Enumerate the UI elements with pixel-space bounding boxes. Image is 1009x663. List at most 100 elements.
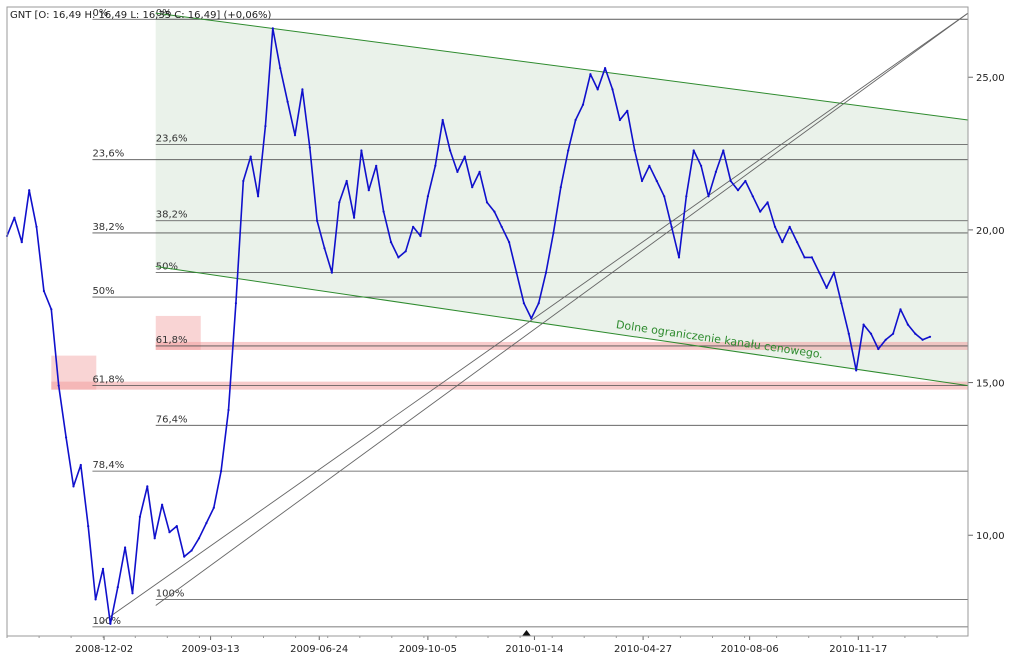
price-point-64	[471, 186, 474, 189]
price-point-7	[50, 308, 53, 311]
trend-line-2	[155, 12, 969, 606]
price-point-95	[700, 164, 703, 167]
price-point-102	[751, 195, 754, 198]
fib-label-1-2: 23,6%	[92, 149, 124, 160]
x-tick-label-7: 2010-08-06	[721, 644, 779, 655]
price-point-13	[94, 598, 97, 601]
price-point-60	[441, 118, 444, 122]
price-point-91	[670, 225, 673, 228]
price-point-23	[168, 531, 171, 534]
fib-label-2-5: 61,8%	[156, 335, 188, 346]
fib-label-2-2: 23,6%	[156, 133, 188, 144]
price-point-122	[899, 308, 902, 311]
price-point-27	[197, 537, 201, 540]
price-point-26	[190, 549, 193, 552]
fib-label-2-6: 76,4%	[156, 414, 188, 425]
price-layer	[5, 27, 932, 625]
price-point-120	[884, 338, 887, 341]
price-point-56	[412, 225, 415, 228]
price-point-50	[367, 189, 370, 192]
price-point-17	[124, 546, 127, 549]
price-point-71	[522, 302, 526, 305]
price-point-34	[249, 155, 252, 158]
scroll-marker-icon	[522, 630, 531, 636]
price-point-8	[57, 384, 60, 387]
price-point-6	[42, 289, 46, 293]
fib-label-1-6: 78,4%	[92, 460, 124, 471]
price-point-116	[855, 369, 858, 372]
fib-label-1-3: 38,2%	[92, 222, 124, 233]
price-point-31	[227, 408, 230, 412]
price-line	[6, 27, 931, 625]
highlight-label-box-2	[155, 315, 201, 350]
price-point-51	[375, 164, 378, 167]
x-tick-label-3: 2009-06-24	[290, 644, 348, 655]
price-point-12	[87, 525, 90, 528]
price-point-5	[35, 225, 38, 228]
price-point-54	[397, 256, 400, 259]
price-point-72	[530, 317, 533, 320]
channel-upper-line	[155, 12, 969, 121]
price-point-19	[138, 515, 141, 519]
price-point-115	[847, 332, 850, 335]
price-point-69	[508, 241, 511, 244]
price-point-65	[478, 170, 481, 173]
x-tick-label-2: 2009-03-13	[182, 644, 240, 655]
price-point-93	[685, 195, 688, 198]
price-point-87	[640, 179, 644, 183]
price-point-15	[109, 622, 112, 625]
price-point-83	[611, 88, 614, 91]
price-point-46	[338, 201, 341, 204]
price-point-112	[825, 286, 828, 289]
price-point-70	[515, 271, 518, 274]
price-point-39	[286, 100, 289, 103]
price-point-29	[212, 506, 215, 509]
trend-line-1	[99, 12, 969, 625]
price-point-79	[581, 103, 585, 106]
channel-lower-line	[155, 266, 969, 387]
price-point-43	[316, 219, 319, 222]
price-point-47	[345, 179, 348, 183]
price-point-88	[648, 164, 651, 167]
price-point-84	[618, 118, 622, 122]
price-point-61	[449, 149, 452, 152]
price-point-11	[79, 463, 82, 467]
x-tick-label-4: 2009-10-05	[399, 644, 457, 655]
price-point-9	[65, 436, 68, 439]
price-point-22	[161, 503, 164, 506]
price-point-119	[877, 347, 880, 351]
fib-label-1-1: 0%	[92, 8, 108, 19]
price-point-94	[692, 149, 695, 152]
price-point-125	[921, 338, 924, 341]
price-point-118	[869, 332, 873, 335]
price-point-25	[183, 555, 186, 558]
price-point-36	[264, 125, 267, 128]
price-point-77	[567, 149, 570, 152]
price-point-107	[788, 225, 791, 228]
price-point-86	[633, 149, 636, 152]
fib-label-1-4: 50%	[92, 286, 114, 297]
price-point-89	[655, 179, 658, 183]
price-point-2	[13, 216, 16, 219]
price-point-114	[840, 302, 843, 305]
fib-label-2-4: 50%	[156, 262, 178, 273]
price-point-113	[832, 271, 836, 274]
price-point-63	[463, 155, 466, 158]
fib-label-2-3: 38,2%	[156, 210, 188, 221]
y-tick-label-4: 25,00	[976, 73, 1005, 84]
price-point-75	[552, 231, 555, 235]
price-point-21	[153, 537, 156, 540]
y-tick-label-1: 10,00	[976, 531, 1005, 542]
price-point-73	[537, 302, 540, 305]
price-point-55	[404, 250, 407, 253]
price-point-53	[389, 241, 393, 244]
price-point-96	[707, 195, 710, 198]
fib-label-1-5: 61,8%	[92, 375, 124, 386]
price-point-82	[604, 67, 607, 70]
price-point-101	[744, 179, 747, 183]
price-point-66	[485, 201, 489, 204]
price-point-74	[544, 271, 548, 274]
price-point-124	[914, 332, 917, 335]
price-point-85	[626, 109, 629, 112]
